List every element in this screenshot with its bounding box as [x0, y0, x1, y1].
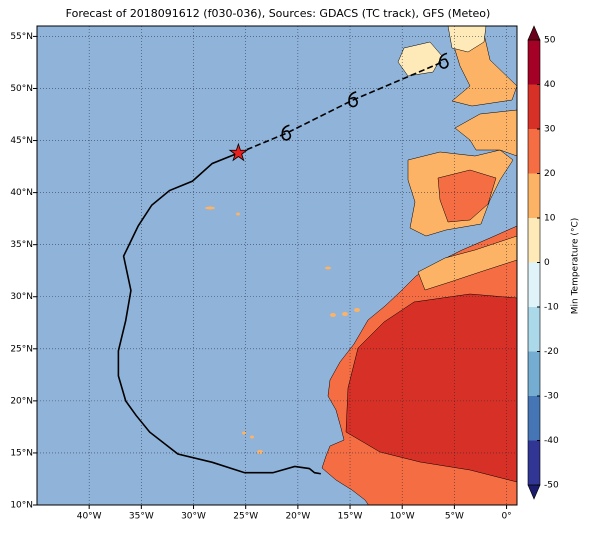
- africa-mild: [417, 235, 517, 291]
- colorbar-band: [528, 173, 540, 218]
- colorbar-tick-label: 40: [544, 80, 556, 90]
- observed-track: [117, 152, 321, 475]
- colorbar-tick-label: 20: [544, 169, 556, 179]
- colorbar-label: Min Temperature (°C): [571, 218, 581, 315]
- colorbar-tick-label: 10: [544, 214, 556, 224]
- x-tick-label: 10°W: [390, 512, 415, 522]
- colorbar-tick-label: -10: [544, 303, 559, 313]
- overlay: 40°W 35°W 30°W 25°W 20°W 15°W 10°W 5°W 0° 10°N 15°…: [10, 26, 517, 522]
- x-tick-label: 20°W: [285, 512, 310, 522]
- colorbar-tick-label: 30: [544, 125, 556, 135]
- scotland: [447, 26, 487, 53]
- colorbar-band: [528, 218, 540, 263]
- y-tick-label: 45°N: [10, 136, 33, 146]
- y-tick-label: 40°N: [10, 188, 33, 198]
- france: [454, 109, 517, 157]
- colorbar-band: [528, 262, 540, 307]
- x-tick-label: 40°W: [77, 512, 102, 522]
- y-tick-label: 55°N: [10, 32, 33, 42]
- islands: [205, 206, 360, 454]
- colorbar-tick-label: -40: [544, 436, 559, 446]
- colorbar-extend-bottom: [527, 484, 541, 500]
- storm-symbol: [439, 52, 449, 69]
- colorbar-band: [528, 129, 540, 174]
- y-tick-label: 35°N: [10, 240, 33, 250]
- africa-warm: [345, 293, 517, 483]
- storm-symbol: [281, 124, 292, 141]
- colorbar-tick-label: 50: [544, 36, 556, 46]
- y-tick-label: 30°N: [10, 292, 33, 302]
- colorbar-band: [528, 351, 540, 396]
- map-frame: [36, 25, 518, 506]
- colorbar-band: [528, 307, 540, 352]
- colorbar-band: [528, 396, 540, 441]
- land: [205, 26, 517, 505]
- map-title: Forecast of 2018091612 (f030-036), Sourc…: [66, 7, 491, 20]
- y-tick-label: 25°N: [10, 344, 33, 354]
- x-tick-label: 5°W: [445, 512, 464, 522]
- x-tick-label: 15°W: [338, 512, 363, 522]
- colorbar-tick-label: -30: [544, 392, 559, 402]
- y-tick-label: 15°N: [10, 448, 33, 458]
- forecast-track: [238, 60, 445, 154]
- current-position: [228, 142, 249, 162]
- y-tick-label: 50°N: [10, 84, 33, 94]
- colorbar-band: [528, 84, 540, 129]
- y-tick-label: 10°N: [10, 501, 33, 511]
- iberia-warm: [437, 169, 497, 223]
- colorbar-band: [528, 40, 540, 85]
- colorbar-tick-label: -20: [544, 347, 559, 357]
- x-tick-label: 35°W: [129, 512, 154, 522]
- x-tick-label: 30°W: [181, 512, 206, 522]
- colorbar-tick-label: 0: [544, 258, 550, 268]
- colorbar-tick-label: -50: [544, 481, 559, 491]
- x-tick-label: 25°W: [233, 512, 258, 522]
- colorbar-extend-top: [527, 25, 541, 41]
- y-tick-label: 20°N: [10, 396, 33, 406]
- storm-symbol: [348, 91, 358, 108]
- colorbar-band: [528, 440, 540, 485]
- x-tick-label: 0°: [501, 512, 511, 522]
